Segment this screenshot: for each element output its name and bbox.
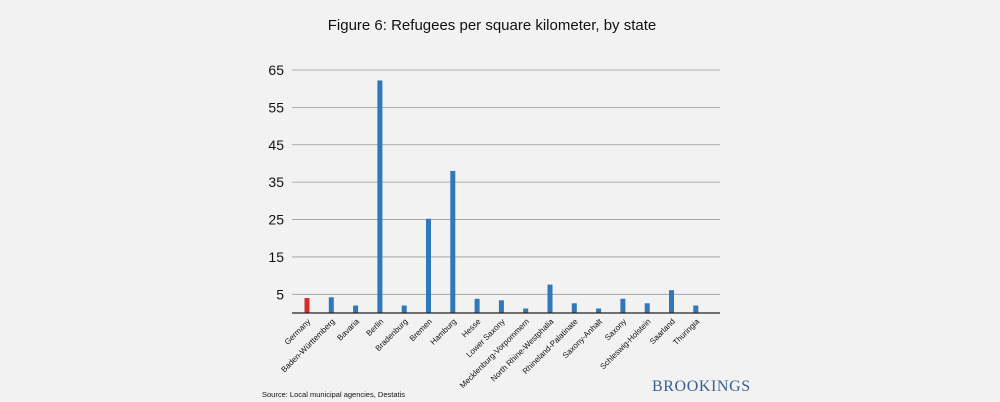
gridlines bbox=[292, 69, 720, 295]
bar-saxony-anhalt bbox=[596, 308, 602, 313]
bar-hesse bbox=[474, 298, 480, 313]
source-note: Source: Local municipal agencies, Destat… bbox=[262, 390, 405, 399]
bar-bradenburg bbox=[401, 305, 407, 313]
bar-north-rhine-westphalia bbox=[547, 284, 553, 313]
x-tick-label: Bavaria bbox=[335, 317, 361, 343]
y-tick-label: 55 bbox=[268, 99, 284, 115]
bar-germany bbox=[304, 298, 310, 313]
bar-baden-w-rttemberg bbox=[328, 297, 334, 313]
bar-rhineland-palatinate bbox=[571, 303, 577, 313]
chart-title: Figure 6: Refugees per square kilometer,… bbox=[327, 17, 657, 34]
bar-thuringia bbox=[693, 305, 699, 313]
y-tick-label: 15 bbox=[268, 249, 284, 265]
x-tick-label: Berlin bbox=[364, 317, 385, 338]
bars bbox=[304, 80, 699, 314]
bar-lower-saxony bbox=[498, 300, 504, 313]
x-tick-label: Thuringia bbox=[671, 317, 701, 347]
bar-saxony bbox=[620, 298, 626, 313]
x-tick-label: Hamburg bbox=[429, 317, 459, 347]
bar-berlin bbox=[377, 80, 383, 314]
x-tick-label: Hesse bbox=[460, 317, 483, 340]
y-tick-label: 5 bbox=[276, 286, 284, 302]
bar-bremen bbox=[426, 218, 431, 313]
tick-labels: 5152535455565GermanyBaden-WürttembergBav… bbox=[268, 62, 701, 390]
brookings-logo: BROOKINGS bbox=[652, 378, 751, 395]
y-tick-label: 25 bbox=[268, 212, 284, 228]
bar-bavaria bbox=[353, 305, 359, 313]
y-tick-label: 65 bbox=[268, 62, 284, 78]
bar-saarland bbox=[669, 290, 674, 313]
bar-mecklenburg-vorpommern bbox=[523, 308, 529, 313]
y-tick-label: 45 bbox=[268, 137, 284, 153]
y-tick-label: 35 bbox=[268, 174, 284, 190]
bar-schleswig-holstein bbox=[644, 303, 650, 313]
bar-hamburg bbox=[450, 170, 456, 313]
